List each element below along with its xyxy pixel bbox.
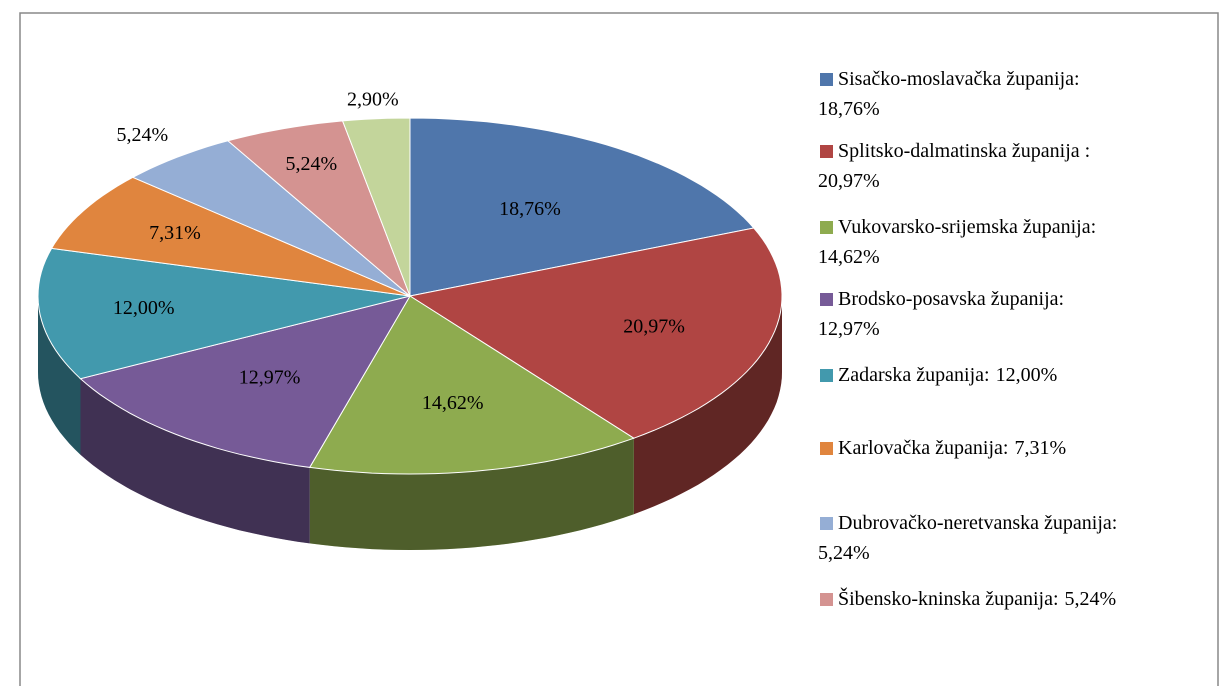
slice-side-shade bbox=[38, 296, 81, 455]
slice bbox=[50, 176, 411, 297]
legend-value: 14,62% bbox=[818, 246, 880, 268]
legend-swatch bbox=[820, 369, 833, 382]
legend-swatch bbox=[820, 293, 833, 306]
slice-side-shade bbox=[633, 296, 782, 515]
legend-value: 12,97% bbox=[818, 318, 880, 340]
legend-name: Brodsko-posavska županija: bbox=[838, 288, 1064, 310]
legend-swatch bbox=[820, 442, 833, 455]
data-label: 2,90% bbox=[347, 89, 399, 111]
legend-label: Vukovarsko-srijemska županija: 14,62% bbox=[818, 216, 1096, 268]
data-label: 12,97% bbox=[239, 367, 301, 389]
slice bbox=[341, 117, 411, 297]
legend-label: Brodsko-posavska županija: 12,97% bbox=[818, 288, 1064, 340]
data-label: 5,24% bbox=[116, 124, 168, 146]
slice-side-shade bbox=[80, 378, 310, 544]
legend-value: 5,24% bbox=[818, 542, 870, 564]
slice bbox=[408, 227, 783, 439]
legend-label: Zadarska županija: 12,00% bbox=[838, 364, 1057, 386]
legend-swatch bbox=[820, 593, 833, 606]
legend-swatch bbox=[820, 145, 833, 158]
legend-name: Sisačko-moslavačka županija: bbox=[838, 68, 1080, 90]
slice-side bbox=[38, 296, 81, 455]
slice bbox=[308, 295, 635, 475]
data-label: 18,76% bbox=[499, 198, 561, 220]
legend-name: Karlovačka županija: bbox=[838, 437, 1008, 459]
slice bbox=[226, 120, 411, 297]
legend-value: 5,24% bbox=[1065, 588, 1117, 610]
data-label: 20,97% bbox=[623, 315, 685, 337]
legend-value: 20,97% bbox=[818, 170, 880, 192]
slice-side bbox=[80, 378, 310, 544]
legend-label: Sisačko-moslavačka županija: 18,76% bbox=[818, 68, 1080, 120]
data-label: 7,31% bbox=[149, 222, 201, 244]
slice bbox=[409, 117, 755, 297]
legend-swatch bbox=[820, 221, 833, 234]
slice-side-shade bbox=[309, 438, 634, 550]
legend-name: Vukovarsko-srijemska županija: bbox=[838, 216, 1096, 238]
slice bbox=[131, 140, 411, 297]
legend-label: Dubrovačko-neretvanska županija: 5,24% bbox=[818, 512, 1117, 564]
data-label: 5,24% bbox=[286, 153, 338, 175]
legend-name: Šibensko-kninska županija: bbox=[838, 586, 1059, 610]
legend-name: Dubrovačko-neretvanska županija: bbox=[838, 512, 1117, 534]
legend-value: 12,00% bbox=[996, 364, 1058, 386]
legend-swatch bbox=[820, 73, 833, 86]
slice bbox=[79, 295, 412, 468]
data-label: 12,00% bbox=[113, 297, 175, 319]
legend-swatch bbox=[820, 517, 833, 530]
slice-side bbox=[633, 296, 782, 515]
legend-label: Splitsko-dalmatinska županija : 20,97% bbox=[818, 140, 1090, 192]
legend-value: 18,76% bbox=[818, 98, 880, 120]
slice bbox=[37, 247, 411, 380]
legend-name: Splitsko-dalmatinska županija : bbox=[838, 140, 1090, 162]
legend-label: Šibensko-kninska županija: 5,24% bbox=[838, 586, 1116, 610]
legend-name: Zadarska županija: bbox=[838, 364, 990, 386]
legend-label: Karlovačka županija: 7,31% bbox=[838, 437, 1066, 459]
legend-value: 7,31% bbox=[1014, 437, 1066, 459]
data-label: 14,62% bbox=[422, 392, 484, 414]
slice-side bbox=[309, 438, 634, 550]
